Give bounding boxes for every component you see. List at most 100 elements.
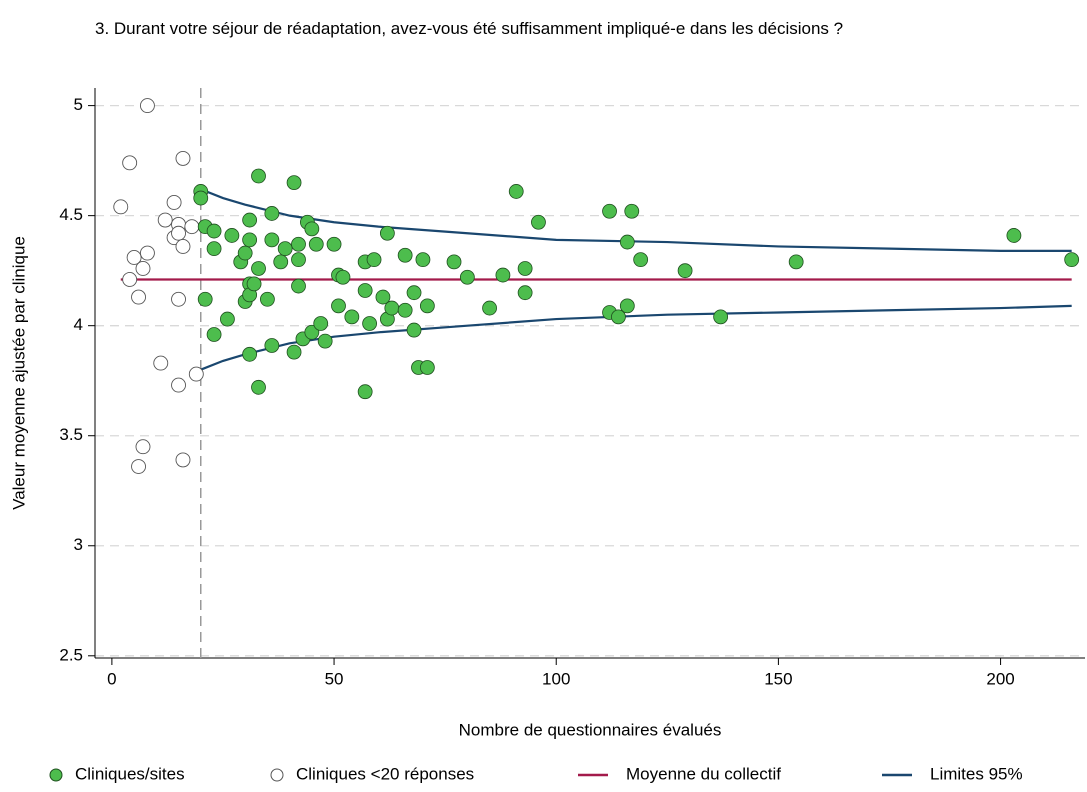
point [397,302,413,318]
point [224,228,240,243]
point [153,355,169,371]
point [397,247,413,263]
point [495,267,511,283]
point [602,203,617,219]
point [531,214,546,230]
x-tick-label: 150 [764,669,792,688]
point [139,245,155,261]
point [139,98,155,114]
x-tick-label: 200 [986,669,1014,688]
y-tick-label: 4.5 [59,205,83,224]
point [357,283,373,298]
point [291,236,306,252]
point [291,252,306,268]
point [242,346,258,362]
point [366,252,382,268]
point [344,309,360,325]
point [171,291,186,307]
y-tick-label: 5 [74,95,83,114]
point [251,261,266,276]
point [713,309,729,325]
point [171,225,186,241]
point [171,377,186,393]
point [482,300,497,316]
point [677,263,693,279]
point [175,150,191,166]
point [304,324,320,340]
point [326,236,342,252]
point [206,241,222,257]
point [197,291,213,307]
legend-label: Limites 95% [930,764,1023,783]
point [317,333,333,349]
point [357,384,373,400]
point [242,212,258,228]
x-axis-label: Nombre de questionnaires évalués [459,720,722,739]
point [251,168,266,184]
point [264,338,280,353]
point [131,459,146,474]
point [375,289,391,305]
point [175,239,191,254]
x-tick-label: 0 [107,669,116,688]
upper-limit [200,188,1072,252]
point [517,285,533,301]
point [379,225,395,241]
legend-marker [49,768,63,782]
point [517,261,533,276]
point [331,298,346,314]
point [242,232,258,248]
y-axis-label: Valeur moyenne ajustée par clinique [9,236,28,510]
point [184,219,200,235]
point [157,212,173,228]
point [508,184,524,199]
x-tick-label: 100 [542,669,570,688]
point [788,254,804,270]
legend-marker [270,768,284,782]
y-tick-label: 2.5 [59,645,83,664]
point [237,245,253,261]
point [406,285,422,301]
point [419,298,435,314]
chart-title: 3. Durant votre séjour de réadaptation, … [95,19,844,38]
point [246,276,262,292]
point [619,234,635,250]
legend-label: Moyenne du collectif [626,764,781,783]
point [126,250,142,265]
point [175,452,191,468]
point [135,439,151,455]
point [419,360,435,375]
point [624,203,640,219]
point [1064,252,1080,268]
point [415,252,431,268]
point [384,300,400,316]
point [193,190,209,206]
point [122,272,138,287]
point [273,254,289,270]
point [286,175,302,191]
point [308,236,324,252]
point [260,291,275,307]
point [206,223,222,239]
point [206,327,222,342]
point [335,269,351,285]
point [633,252,649,268]
point [188,366,204,382]
point [313,316,329,331]
point [277,241,293,257]
y-tick-label: 3 [74,535,83,554]
x-tick-label: 50 [325,669,344,688]
point [113,199,129,215]
point [220,311,235,327]
point [362,316,378,331]
point [264,232,280,248]
point [264,206,280,221]
point [166,194,182,210]
y-tick-label: 4 [74,315,83,334]
point [611,309,626,325]
point [446,254,462,270]
point [291,278,306,294]
legend-label: Cliniques <20 réponses [296,764,474,783]
point [251,379,266,395]
